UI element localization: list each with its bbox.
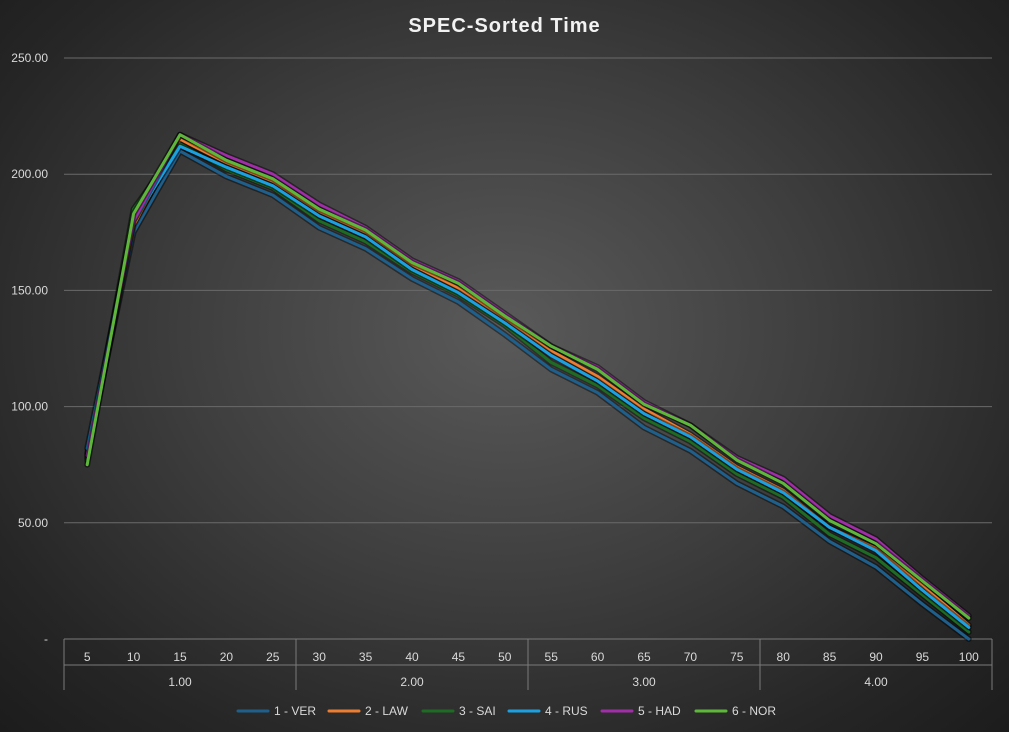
x-group-label: 1.00 xyxy=(168,675,192,689)
x-tick-label: 25 xyxy=(266,650,280,664)
x-tick-label: 45 xyxy=(452,650,466,664)
y-axis: - 50.00 100.00 150.00 200.00 250.00 xyxy=(11,51,48,646)
legend-item[interactable]: 2 - LAW xyxy=(327,704,409,718)
x-tick-label: 85 xyxy=(823,650,837,664)
x-tick-label: 80 xyxy=(777,650,791,664)
legend-label: 2 - LAW xyxy=(365,704,409,718)
series-lines xyxy=(84,131,972,642)
x-tick-label: 10 xyxy=(127,650,141,664)
x-group-label: 4.00 xyxy=(864,675,888,689)
x-tick-label: 40 xyxy=(405,650,419,664)
legend-item[interactable]: 5 - HAD xyxy=(600,704,681,718)
legend-item[interactable]: 3 - SAI xyxy=(421,704,496,718)
series-line xyxy=(85,142,971,634)
gridlines xyxy=(64,57,992,524)
series-shadow xyxy=(84,141,972,635)
x-tick-label: 65 xyxy=(637,650,651,664)
y-tick-label: 200.00 xyxy=(11,167,48,181)
legend-label: 5 - HAD xyxy=(638,704,681,718)
chart-title: SPEC-Sorted Time xyxy=(408,15,600,37)
series-line xyxy=(85,137,971,627)
legend-item[interactable]: 4 - RUS xyxy=(507,704,588,718)
x-tick-label: 55 xyxy=(545,650,559,664)
x-group-label: 3.00 xyxy=(632,675,656,689)
y-tick-label: 50.00 xyxy=(18,516,48,530)
series-shadow xyxy=(84,136,972,629)
legend-item[interactable]: 6 - NOR xyxy=(694,704,776,718)
y-tick-label: 100.00 xyxy=(11,400,48,414)
x-tick-label: 35 xyxy=(359,650,373,664)
series-line xyxy=(85,133,971,620)
x-tick-label: 5 xyxy=(84,650,91,664)
x-tick-label: 95 xyxy=(916,650,930,664)
x-group-label: 2.00 xyxy=(400,675,424,689)
series-shadow xyxy=(84,148,972,642)
x-tick-label: 75 xyxy=(730,650,744,664)
series-shadow xyxy=(84,143,972,631)
x-tick-label: 20 xyxy=(220,650,234,664)
x-tick-label: 100 xyxy=(959,650,979,664)
legend-item[interactable]: 1 - VER xyxy=(236,704,316,718)
x-tick-label: 30 xyxy=(313,650,327,664)
y-tick-label: - xyxy=(44,632,48,646)
series-line xyxy=(85,149,971,641)
x-tick-label: 90 xyxy=(869,650,883,664)
y-tick-label: 250.00 xyxy=(11,51,48,65)
x-tick-label: 70 xyxy=(684,650,698,664)
x-tick-label: 50 xyxy=(498,650,512,664)
x-tick-label: 15 xyxy=(173,650,187,664)
legend: 1 - VER 2 - LAW 3 - SAI 4 - RUS 5 - HAD 6 - N… xyxy=(236,704,776,718)
x-axis: 5 10 15 20 25 30 35 40 45 50 55 60 65 70 75 80 85 90 95 100… xyxy=(63,638,993,690)
series-line xyxy=(85,144,971,629)
y-tick-label: 150.00 xyxy=(11,283,48,297)
x-tick-label: 60 xyxy=(591,650,605,664)
legend-label: 6 - NOR xyxy=(732,704,776,718)
legend-label: 4 - RUS xyxy=(545,704,588,718)
legend-label: 1 - VER xyxy=(274,704,316,718)
legend-label: 3 - SAI xyxy=(459,704,496,718)
